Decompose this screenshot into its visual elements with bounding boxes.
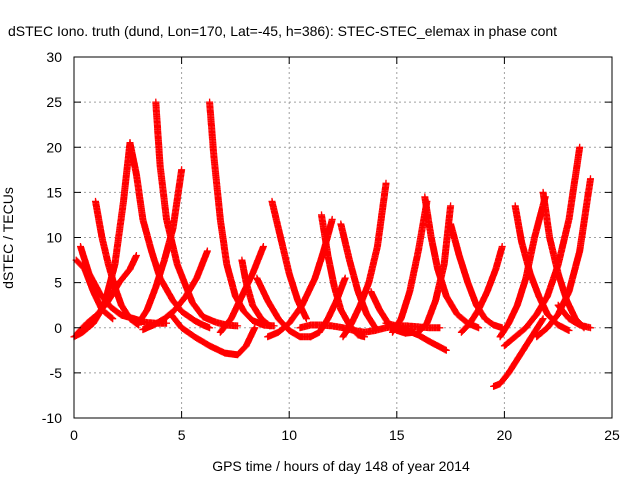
data-point-markers (457, 243, 506, 336)
data-series (511, 202, 573, 334)
y-tick-label: 20 (46, 139, 62, 155)
data-point-markers (206, 98, 278, 330)
data-point-markers (490, 315, 547, 390)
y-tick-label: 10 (46, 230, 62, 246)
x-tick-label: 20 (497, 427, 513, 443)
data-series (152, 98, 242, 330)
y-tick-label: 5 (54, 275, 62, 291)
data-series (500, 143, 584, 350)
data-point-markers (339, 179, 390, 341)
y-tick-label: 15 (46, 184, 62, 200)
data-series (167, 310, 259, 359)
y-tick-label: 25 (46, 94, 62, 110)
data-point-markers (447, 220, 506, 332)
x-axis-label: GPS time / hours of day 148 of year 2014 (212, 458, 470, 474)
x-tick-label: 25 (604, 427, 620, 443)
x-tick-label: 5 (178, 427, 186, 443)
y-tick-label: -5 (50, 365, 63, 381)
data-series (414, 202, 455, 336)
y-tick-label: -10 (42, 410, 62, 426)
data-point-markers (414, 202, 455, 336)
x-tick-label: 15 (389, 427, 405, 443)
data-point-markers (238, 256, 274, 330)
data-point-markers (126, 139, 214, 332)
data-point-markers (152, 98, 242, 330)
data-point-markers (382, 319, 450, 354)
tick-marks (73, 56, 613, 419)
data-series (92, 197, 143, 329)
data-series (339, 179, 390, 341)
y-axis-label: dSTEC / TECUs (0, 187, 16, 289)
data-series (447, 220, 506, 332)
data-point-markers (337, 220, 379, 332)
data-series (337, 220, 379, 332)
data-point-markers (554, 301, 594, 332)
grid (74, 57, 612, 418)
x-tick-label: 0 (70, 427, 78, 443)
data-series (389, 197, 431, 336)
data-point-markers (511, 202, 573, 334)
data-point-markers (92, 197, 143, 329)
data-series (457, 243, 506, 336)
data-point-markers (167, 310, 259, 359)
data-point-markers (389, 197, 431, 336)
data-series (490, 315, 547, 390)
y-tick-label: 0 (54, 320, 62, 336)
data-series (238, 256, 274, 330)
chart-title: dSTEC Iono. truth (dund, Lon=170, Lat=-4… (8, 23, 557, 39)
x-tick-label: 10 (281, 427, 297, 443)
data-series (554, 301, 594, 332)
data-layer (70, 98, 594, 390)
data-series (126, 139, 214, 332)
y-tick-labels: -10 -5 0 5 10 15 20 25 30 (42, 49, 62, 426)
data-series (382, 319, 450, 354)
data-series (206, 98, 278, 330)
y-tick-label: 30 (46, 49, 62, 65)
data-point-markers (500, 143, 584, 350)
x-tick-labels: 0 5 10 15 20 25 (70, 427, 620, 443)
